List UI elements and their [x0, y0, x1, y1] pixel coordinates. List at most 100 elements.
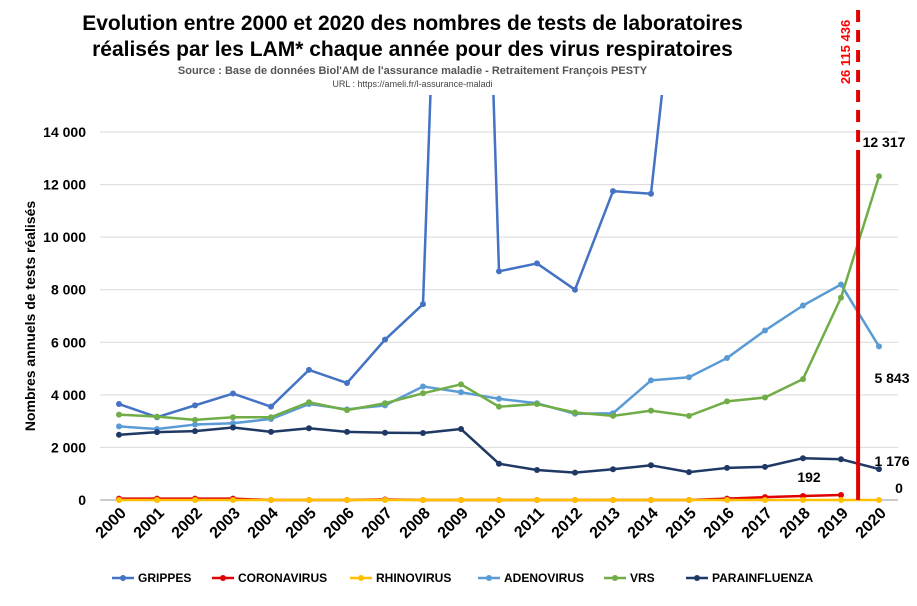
data-point: [610, 412, 616, 419]
data-point: [762, 394, 768, 401]
legend-marker: [120, 575, 126, 581]
data-point: [496, 497, 502, 503]
data-point: [648, 407, 654, 414]
data-point: [724, 355, 730, 362]
data-point: [420, 390, 426, 397]
chart-url: URL : https://ameli.fr/l-assurance-malad…: [332, 79, 493, 89]
data-point: [724, 464, 730, 471]
data-point: [268, 428, 274, 435]
data-point: [306, 497, 312, 503]
data-point: [458, 497, 464, 503]
series-parainfluenza: [116, 424, 882, 476]
data-point: [876, 497, 882, 503]
data-point: [382, 336, 388, 343]
y-axis-label: Nombres annuels de tests réalisés: [22, 201, 38, 432]
x-tick-label: 2012: [549, 505, 586, 542]
data-point: [116, 497, 122, 503]
x-tick-label: 2017: [739, 505, 776, 542]
data-point: [534, 467, 540, 474]
data-point: [344, 380, 350, 387]
data-point: [838, 491, 844, 498]
data-point: [648, 497, 654, 503]
y-tick-label: 10 000: [43, 229, 86, 245]
series-line: [118, 303, 424, 419]
data-point: [230, 424, 236, 431]
data-point: [724, 497, 730, 503]
coronavirus-2019-label: 192: [797, 469, 821, 485]
data-point: [268, 414, 274, 421]
x-tick-label: 2014: [625, 505, 662, 542]
data-point: [724, 398, 730, 405]
data-point: [420, 383, 426, 390]
data-point: [116, 401, 122, 408]
data-point: [116, 411, 122, 418]
y-tick-label: 2 000: [51, 439, 86, 455]
data-point: [610, 497, 616, 503]
data-point: [876, 466, 882, 473]
legend-label: ADENOVIRUS: [504, 571, 584, 585]
data-point: [572, 469, 578, 476]
data-point: [382, 497, 388, 503]
y-tick-label: 12 000: [43, 177, 86, 193]
data-point: [154, 497, 160, 503]
data-point: [838, 497, 844, 503]
data-point: [192, 402, 198, 409]
data-point: [192, 497, 198, 503]
x-tick-label: 2007: [359, 505, 396, 542]
legend-label: VRS: [630, 571, 655, 585]
data-point: [382, 400, 388, 407]
data-point: [420, 301, 426, 308]
data-point: [648, 190, 654, 197]
chart-source: Source : Base de données Biol'AM de l'as…: [177, 65, 648, 77]
data-point: [230, 414, 236, 421]
data-point: [686, 497, 692, 503]
data-point: [192, 421, 198, 428]
data-point: [496, 403, 502, 410]
data-point: [800, 455, 806, 462]
data-point: [762, 497, 768, 503]
legend-marker: [612, 575, 618, 581]
data-point: [496, 395, 502, 402]
data-point: [230, 497, 236, 503]
legend-label: GRIPPES: [138, 571, 191, 585]
data-point: [344, 428, 350, 435]
data-point: [762, 463, 768, 470]
data-point: [876, 173, 882, 180]
series-line: [498, 189, 652, 291]
covid-bar-value-label: 26 115 436: [838, 20, 853, 84]
x-tick-label: 2015: [663, 505, 700, 542]
data-point: [306, 366, 312, 373]
data-point: [420, 429, 426, 436]
adenovirus-2020-label: 5 843: [874, 370, 909, 386]
x-tick-label: 2004: [245, 505, 282, 542]
x-tick-label: 2001: [131, 505, 168, 542]
data-point: [534, 497, 540, 503]
legend-marker: [358, 575, 364, 581]
data-point: [268, 403, 274, 410]
series-line: [492, 95, 501, 272]
series-vrs: [116, 173, 882, 423]
y-tick-label: 14 000: [43, 124, 86, 140]
y-tick-label: 8 000: [51, 282, 86, 298]
data-point: [572, 497, 578, 503]
coronavirus-2020-label: 0: [895, 480, 903, 496]
data-point: [686, 374, 692, 381]
data-point: [116, 431, 122, 438]
x-tick-label: 2005: [283, 505, 320, 542]
data-point: [800, 376, 806, 383]
chart-title-line-2: réalisés par les LAM* chaque année pour …: [92, 38, 733, 61]
data-point: [686, 469, 692, 476]
data-point: [534, 401, 540, 408]
chart-title: Evolution entre 2000 et 2020 des nombres…: [82, 12, 743, 35]
data-point: [382, 429, 388, 436]
legend-marker: [694, 575, 700, 581]
legend-label: PARAINFLUENZA: [712, 571, 813, 585]
x-tick-label: 2019: [815, 505, 852, 542]
data-point: [648, 377, 654, 384]
legend-label: CORONAVIRUS: [238, 571, 327, 585]
x-tick-label: 2018: [777, 505, 814, 542]
data-point: [762, 327, 768, 334]
series-line: [421, 95, 432, 305]
